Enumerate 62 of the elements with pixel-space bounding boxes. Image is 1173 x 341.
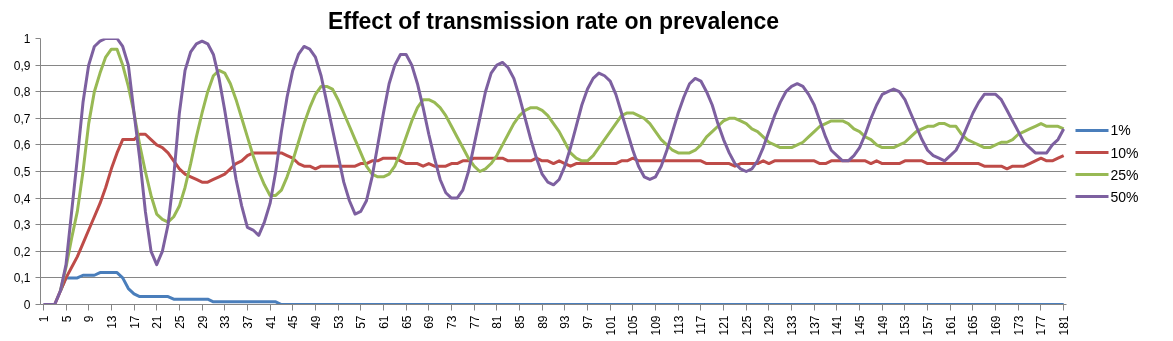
y-tick-label: 0,7 — [13, 111, 31, 126]
x-tick-label: 53 — [331, 315, 346, 329]
chart-title: Effect of transmission rate on prevalence — [327, 7, 780, 34]
x-tick-label: 61 — [376, 315, 391, 329]
y-tick-label: 0,4 — [13, 191, 31, 206]
x-tick-label: 13 — [104, 315, 119, 329]
y-tick-label: 0 — [23, 298, 31, 312]
y-tick-label: 0,3 — [13, 218, 31, 233]
x-tick-label: 5 — [59, 315, 74, 323]
x-tick-label: 45 — [286, 315, 301, 329]
x-tick-label: 137 — [807, 315, 822, 336]
x-tick-label: 141 — [830, 315, 845, 336]
x-tick-label: 181 — [1057, 315, 1072, 336]
x-tick-label: 165 — [966, 315, 981, 336]
x-tick-label: 21 — [150, 315, 165, 329]
x-tick-label: 117 — [694, 315, 709, 335]
legend-label: 25% — [1110, 166, 1139, 183]
x-tick-label: 101 — [603, 315, 618, 336]
y-tick-label: 0,9 — [13, 58, 31, 73]
x-tick-label: 93 — [558, 315, 573, 329]
x-tick-label: 157 — [921, 315, 936, 336]
y-tick-label: 0,8 — [13, 85, 31, 100]
x-tick-label: 1 — [36, 315, 51, 323]
x-tick-label: 33 — [218, 315, 233, 329]
x-tick-label: 77 — [467, 315, 482, 329]
y-tick-label: 0,6 — [13, 138, 31, 153]
x-tick-label: 109 — [649, 315, 664, 336]
x-tick-label: 81 — [490, 315, 505, 329]
x-tick-label: 153 — [898, 315, 913, 336]
x-tick-label: 49 — [308, 315, 323, 329]
x-tick-label: 57 — [354, 315, 369, 329]
x-tick-label: 121 — [717, 315, 732, 336]
legend-label: 10% — [1110, 144, 1139, 161]
x-tick-label: 177 — [1034, 315, 1049, 336]
y-tick-label: 0,5 — [13, 165, 31, 179]
x-tick-label: 149 — [875, 315, 890, 336]
x-tick-label: 169 — [989, 315, 1004, 336]
x-tick-label: 125 — [739, 315, 754, 336]
legend-label: 50% — [1110, 188, 1139, 205]
x-tick-label: 69 — [422, 315, 437, 329]
x-tick-label: 129 — [762, 315, 777, 336]
x-tick-label: 29 — [195, 315, 210, 329]
x-tick-label: 105 — [626, 315, 641, 336]
x-tick-label: 9 — [82, 315, 97, 323]
x-tick-label: 133 — [785, 315, 800, 336]
x-tick-label: 173 — [1011, 315, 1026, 336]
x-tick-label: 89 — [535, 315, 550, 329]
y-tick-label: 0,1 — [13, 271, 31, 286]
x-tick-label: 97 — [581, 315, 596, 329]
x-tick-label: 161 — [943, 315, 958, 336]
y-tick-label: 1 — [23, 32, 31, 46]
x-tick-label: 85 — [512, 315, 527, 329]
x-tick-label: 65 — [399, 315, 414, 329]
x-tick-label: 41 — [263, 315, 278, 329]
x-tick-label: 37 — [240, 315, 255, 329]
legend-label: 1% — [1110, 122, 1131, 139]
y-tick-label: 0,2 — [13, 244, 31, 259]
x-tick-label: 145 — [853, 315, 868, 336]
x-tick-label: 17 — [127, 315, 142, 329]
x-tick-label: 113 — [671, 315, 686, 335]
x-tick-label: 25 — [172, 315, 187, 329]
x-tick-label: 73 — [444, 315, 459, 329]
